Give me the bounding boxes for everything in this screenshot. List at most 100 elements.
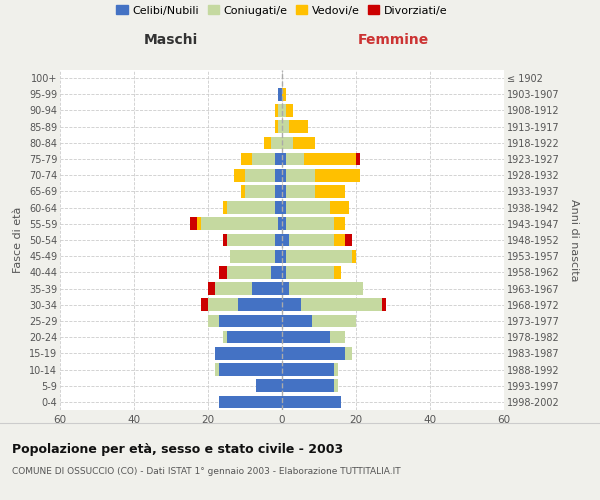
Bar <box>215 347 282 360</box>
Bar <box>286 266 334 278</box>
Bar <box>282 185 286 198</box>
Bar <box>238 298 282 311</box>
Bar <box>334 218 345 230</box>
Bar <box>215 363 219 376</box>
Bar <box>241 185 245 198</box>
Bar <box>245 185 275 198</box>
Bar <box>227 331 282 344</box>
Bar <box>282 234 289 246</box>
Bar <box>289 120 308 133</box>
Bar <box>282 202 286 214</box>
Bar <box>286 185 316 198</box>
Bar <box>253 152 275 166</box>
Bar <box>275 202 282 214</box>
Bar <box>219 266 227 278</box>
Bar <box>282 298 301 311</box>
Bar <box>282 380 334 392</box>
Bar <box>271 136 282 149</box>
Bar <box>282 363 334 376</box>
Bar <box>282 266 286 278</box>
Bar <box>256 380 282 392</box>
Bar <box>286 104 293 117</box>
Bar <box>352 250 356 262</box>
Bar <box>286 218 334 230</box>
Bar <box>200 218 278 230</box>
Bar <box>275 120 278 133</box>
Bar <box>219 363 282 376</box>
Bar <box>227 202 275 214</box>
Bar <box>253 282 282 295</box>
Bar <box>286 169 316 181</box>
Bar <box>245 169 275 181</box>
Bar <box>271 266 282 278</box>
Bar <box>275 234 282 246</box>
Bar <box>282 347 345 360</box>
Bar <box>278 104 282 117</box>
Bar <box>241 152 253 166</box>
Bar <box>282 136 293 149</box>
Bar <box>282 282 289 295</box>
Bar <box>286 152 304 166</box>
Bar <box>275 250 282 262</box>
Bar <box>301 298 382 311</box>
Bar <box>278 218 282 230</box>
Bar <box>282 88 286 101</box>
Bar <box>200 298 208 311</box>
Bar <box>282 396 341 408</box>
Bar <box>223 234 227 246</box>
Legend: Celibi/Nubili, Coniugati/e, Vedovi/e, Divorziati/e: Celibi/Nubili, Coniugati/e, Vedovi/e, Di… <box>112 1 452 20</box>
Bar <box>304 152 356 166</box>
Bar <box>227 266 271 278</box>
Bar <box>282 104 286 117</box>
Text: Maschi: Maschi <box>144 34 198 48</box>
Bar <box>330 331 345 344</box>
Bar <box>275 152 282 166</box>
Bar <box>215 282 253 295</box>
Bar <box>208 282 215 295</box>
Bar <box>223 331 227 344</box>
Bar <box>316 185 345 198</box>
Bar <box>263 136 271 149</box>
Bar <box>334 266 341 278</box>
Bar <box>219 314 282 328</box>
Bar <box>289 282 364 295</box>
Bar <box>282 152 286 166</box>
Bar <box>208 298 238 311</box>
Bar <box>311 314 356 328</box>
Bar <box>275 169 282 181</box>
Text: Popolazione per età, sesso e stato civile - 2003: Popolazione per età, sesso e stato civil… <box>12 442 343 456</box>
Bar <box>334 380 337 392</box>
Bar <box>275 185 282 198</box>
Bar <box>356 152 360 166</box>
Bar <box>230 250 275 262</box>
Bar <box>190 218 197 230</box>
Bar <box>234 169 245 181</box>
Bar <box>282 218 286 230</box>
Bar <box>316 169 360 181</box>
Bar <box>282 169 286 181</box>
Y-axis label: Fasce di età: Fasce di età <box>13 207 23 273</box>
Bar <box>286 250 352 262</box>
Bar <box>382 298 386 311</box>
Bar <box>275 104 278 117</box>
Bar <box>282 120 289 133</box>
Bar <box>282 314 311 328</box>
Text: COMUNE DI OSSUCCIO (CO) - Dati ISTAT 1° gennaio 2003 - Elaborazione TUTTITALIA.I: COMUNE DI OSSUCCIO (CO) - Dati ISTAT 1° … <box>12 468 401 476</box>
Bar <box>334 363 337 376</box>
Bar <box>278 120 282 133</box>
Bar <box>334 234 345 246</box>
Bar <box>278 88 282 101</box>
Bar <box>286 202 330 214</box>
Bar <box>293 136 316 149</box>
Bar <box>282 250 286 262</box>
Bar <box>219 396 282 408</box>
Bar <box>330 202 349 214</box>
Bar <box>208 314 219 328</box>
Y-axis label: Anni di nascita: Anni di nascita <box>569 198 579 281</box>
Text: Femmine: Femmine <box>358 34 428 48</box>
Bar <box>223 202 227 214</box>
Bar <box>282 331 330 344</box>
Bar <box>289 234 334 246</box>
Bar <box>227 234 275 246</box>
Bar <box>345 234 352 246</box>
